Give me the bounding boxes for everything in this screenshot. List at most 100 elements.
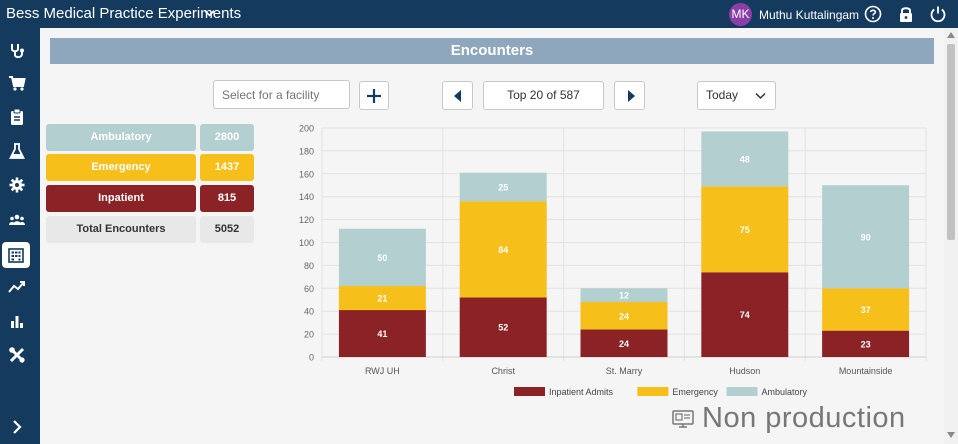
data-label: 25 (498, 182, 508, 192)
summary-label-emergency[interactable]: Emergency (46, 154, 196, 181)
y-tick-label: 200 (299, 124, 314, 134)
x-tick-label: St. Marry (606, 366, 643, 376)
vertical-scrollbar[interactable] (944, 28, 958, 444)
avatar[interactable]: MK (729, 3, 752, 26)
power-icon[interactable] (929, 5, 947, 23)
y-tick-label: 80 (304, 261, 314, 271)
plus-icon (367, 89, 381, 103)
data-label: 12 (619, 291, 629, 301)
bar-segment (822, 330, 910, 357)
data-label: 23 (861, 339, 871, 349)
caret-right-icon (628, 90, 635, 102)
previous-page-button[interactable] (442, 81, 473, 110)
bar-segment (580, 329, 668, 357)
trend-icon[interactable] (8, 278, 30, 298)
summary-label-total: Total Encounters (46, 216, 196, 243)
add-facility-button[interactable] (359, 81, 389, 110)
summary-value-inpatient: 815 (200, 185, 254, 212)
caret-left-icon (454, 90, 461, 102)
data-label: 74 (740, 310, 750, 320)
bar-segment (580, 288, 668, 303)
non-production-label: Non production (702, 402, 906, 434)
people-icon[interactable] (8, 210, 30, 230)
tools-icon[interactable] (8, 346, 30, 366)
scroll-down-icon[interactable] (947, 432, 955, 438)
lock-icon[interactable] (897, 5, 915, 23)
bar-chart-icon[interactable] (8, 312, 30, 332)
bar-segment (338, 228, 426, 287)
facility-search-input[interactable] (213, 80, 350, 109)
bar-segment (459, 201, 547, 298)
y-tick-label: 100 (299, 238, 314, 248)
y-tick-label: 0 (309, 353, 314, 363)
data-label: 50 (377, 253, 387, 263)
data-label: 75 (740, 225, 750, 235)
bar-segment (822, 288, 910, 331)
bar-segment (459, 297, 547, 357)
scroll-up-icon[interactable] (947, 32, 955, 38)
user-name[interactable]: Muthu Kuttalingam (759, 8, 860, 22)
bar-segment (701, 131, 789, 187)
bar-segment (459, 172, 547, 202)
data-label: 24 (619, 311, 629, 321)
summary-value-total: 5052 (200, 216, 254, 243)
x-tick-label: Mountainside (839, 366, 893, 376)
chevron-down-icon[interactable] (204, 8, 215, 19)
summary-label-ambulatory[interactable]: Ambulatory (46, 124, 196, 151)
summary-label-inpatient[interactable]: Inpatient (46, 185, 196, 212)
scrollbar-thumb[interactable] (947, 44, 955, 240)
legend-swatch (726, 387, 758, 396)
chevron-down-icon (755, 92, 766, 100)
legend-swatch (637, 387, 669, 396)
legend-label: Emergency (672, 387, 718, 397)
legend-label: Inpatient Admits (549, 387, 614, 397)
cart-icon[interactable] (8, 74, 30, 94)
pager-label: Top 20 of 587 (483, 81, 604, 110)
building-icon[interactable] (2, 242, 30, 268)
main-content: Encounters Top 20 of 587 Today Ambulator… (40, 28, 944, 444)
monitor-icon (672, 410, 694, 428)
data-label: 41 (377, 329, 387, 339)
legend-swatch (514, 387, 545, 396)
non-production-watermark: Non production (672, 402, 934, 438)
gear-icon[interactable] (8, 176, 30, 196)
section-title: Encounters (50, 38, 934, 64)
legend-label: Ambulatory (762, 387, 808, 397)
summary-value-emergency: 1437 (200, 154, 254, 181)
x-tick-label: Christ (491, 366, 515, 376)
y-tick-label: 160 (299, 169, 314, 179)
y-tick-label: 60 (304, 284, 314, 294)
bar-segment (580, 302, 668, 330)
bar-segment (701, 186, 789, 273)
data-label: 52 (498, 323, 508, 333)
y-tick-label: 20 (304, 330, 314, 340)
summary-value-ambulatory: 2800 (200, 124, 254, 151)
data-label: 24 (619, 339, 629, 349)
data-label: 37 (861, 305, 871, 315)
data-label: 21 (377, 294, 387, 304)
encounters-chart: 0 20 40 60 80 100 120 140 160 180 200 41 21 50 RWJ UH 5… (299, 124, 927, 397)
chevron-right-icon[interactable] (8, 418, 30, 438)
date-range-select[interactable]: Today (697, 81, 776, 110)
y-tick-label: 180 (299, 146, 314, 156)
y-tick-label: 140 (299, 192, 314, 202)
clipboard-icon[interactable] (8, 108, 30, 128)
flask-icon[interactable] (8, 142, 30, 162)
bar-segment (822, 185, 910, 289)
y-tick-label: 40 (304, 307, 314, 317)
top-bar: Bess Medical Practice Experiments MK Mut… (0, 0, 958, 28)
date-range-value: Today (706, 88, 739, 102)
stethoscope-icon[interactable] (8, 42, 30, 62)
sidebar (0, 28, 40, 444)
bar-segment (701, 272, 789, 357)
y-tick-label: 120 (299, 215, 314, 225)
app-title[interactable]: Bess Medical Practice Experiments (6, 5, 242, 22)
data-label: 90 (861, 232, 871, 242)
help-icon[interactable] (864, 5, 882, 23)
data-label: 48 (740, 154, 750, 164)
bar-segment (338, 286, 426, 311)
x-tick-label: RWJ UH (365, 366, 400, 376)
bar-segment (338, 310, 426, 357)
x-tick-label: Hudson (729, 366, 760, 376)
next-page-button[interactable] (614, 81, 645, 110)
